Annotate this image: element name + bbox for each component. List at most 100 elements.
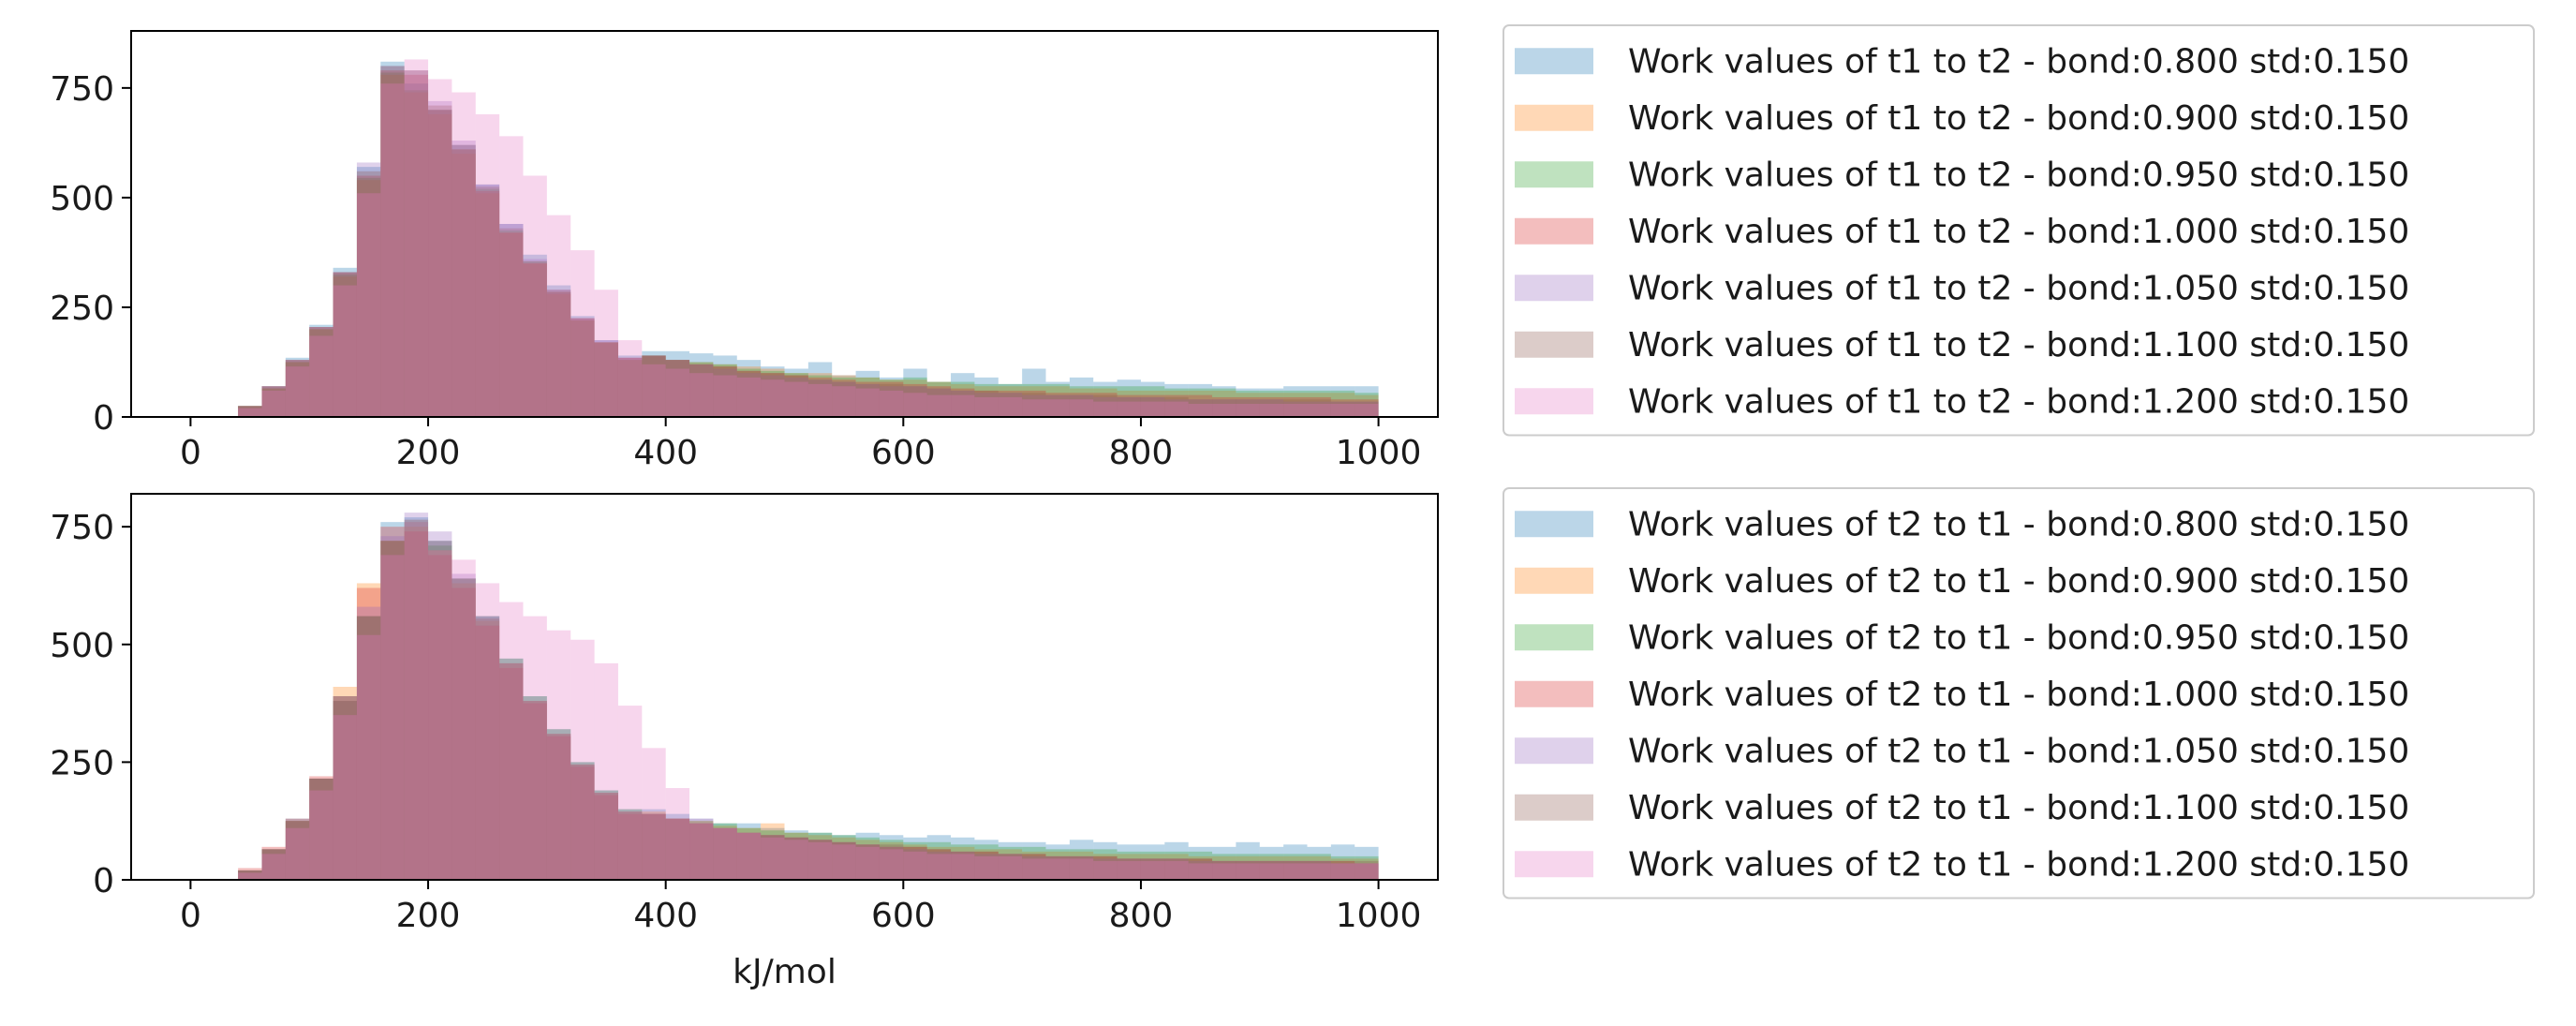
histogram-bar xyxy=(736,832,762,880)
histogram-bar xyxy=(784,837,808,880)
histogram-bar xyxy=(761,837,785,880)
histogram-bar xyxy=(1259,393,1284,417)
histogram-bar xyxy=(1093,381,1118,417)
histogram-bar xyxy=(261,846,286,880)
histogram-bar xyxy=(951,390,975,417)
histogram-bar xyxy=(1355,860,1379,880)
histogram-bar xyxy=(879,835,904,880)
histogram-bar xyxy=(546,215,571,417)
histogram-bar xyxy=(855,381,880,417)
histogram-bar xyxy=(594,793,618,880)
histogram-bar xyxy=(951,854,975,880)
histogram-bar xyxy=(380,66,405,418)
histogram-bar xyxy=(855,846,880,880)
histogram-bar xyxy=(1117,390,1141,417)
histogram-bar xyxy=(926,388,952,417)
histogram-bar xyxy=(1330,401,1355,417)
histogram-bar xyxy=(713,368,737,417)
histogram-bar xyxy=(285,821,310,880)
histogram-bar xyxy=(855,837,880,880)
histogram-bar xyxy=(238,406,262,417)
histogram-bar xyxy=(309,778,333,880)
histogram-bar xyxy=(1022,855,1046,880)
histogram-bar xyxy=(523,263,547,417)
legend-item: Work values of t2 to t1 - bond:0.900 std… xyxy=(1515,562,2409,601)
histogram-bar xyxy=(1045,381,1070,417)
histogram-bar xyxy=(523,254,547,417)
histogram-bar xyxy=(1140,390,1165,417)
histogram-bar xyxy=(1140,386,1165,417)
histogram-bar xyxy=(309,324,333,417)
histogram-bar xyxy=(617,357,643,417)
histogram-bar xyxy=(807,840,833,880)
histogram-bar xyxy=(475,583,500,880)
histogram-bar xyxy=(1188,403,1213,417)
histogram-bar xyxy=(1022,383,1046,417)
histogram-bar xyxy=(1140,860,1165,880)
histogram-bar xyxy=(1117,851,1141,880)
legend-label: Work values of t1 to t2 - bond:0.900 std… xyxy=(1628,99,2409,138)
series-4 xyxy=(238,527,1379,880)
histogram-bar xyxy=(1188,863,1213,880)
histogram-bar xyxy=(1045,858,1070,880)
histogram-bar xyxy=(380,541,405,880)
histogram-bar xyxy=(499,602,524,880)
histogram-bar xyxy=(475,618,500,880)
histogram-bar xyxy=(617,355,643,417)
histogram-bar xyxy=(903,849,927,880)
histogram-bar xyxy=(1164,860,1189,880)
histogram-bar xyxy=(1212,396,1236,417)
histogram-bar xyxy=(428,110,452,417)
histogram-bar xyxy=(285,360,310,417)
histogram-bar xyxy=(1236,841,1260,880)
histogram-bar xyxy=(1259,846,1284,880)
histogram-bar xyxy=(356,616,381,880)
histogram-bar xyxy=(1093,849,1118,880)
histogram-bar xyxy=(1045,855,1070,880)
histogram-bar xyxy=(736,373,762,417)
histogram-bar xyxy=(951,394,975,417)
histogram-bar xyxy=(998,849,1023,880)
histogram-bar xyxy=(974,855,999,880)
histogram-bar xyxy=(1069,851,1094,880)
legend-label: Work values of t2 to t1 - bond:1.100 std… xyxy=(1628,789,2409,827)
histogram-bar xyxy=(1117,860,1141,880)
series-4 xyxy=(238,70,1379,418)
histogram-bar xyxy=(617,360,643,417)
series-2 xyxy=(238,527,1379,880)
histogram-bar xyxy=(1330,863,1355,880)
histogram-bar xyxy=(404,70,429,418)
histogram-bar xyxy=(238,406,262,417)
histogram-bar xyxy=(1140,401,1165,417)
histogram-bar xyxy=(404,519,429,880)
histogram-bar xyxy=(832,381,856,417)
histogram-bar xyxy=(642,355,666,417)
histogram-bar xyxy=(784,840,808,880)
histogram-bar xyxy=(499,662,524,880)
histogram-bar xyxy=(428,545,452,880)
histogram-bar xyxy=(832,844,856,880)
histogram-bar xyxy=(832,377,856,417)
histogram-bar xyxy=(1283,396,1308,417)
histogram-bar xyxy=(1140,858,1165,880)
histogram-bar xyxy=(1117,394,1141,417)
histogram-bar xyxy=(356,616,381,880)
histogram-bar xyxy=(713,823,737,880)
histogram-bar xyxy=(665,360,690,417)
histogram-bar xyxy=(998,855,1023,880)
histogram-bar xyxy=(1212,855,1236,880)
histogram-bar xyxy=(1117,858,1141,880)
histogram-bar xyxy=(713,375,737,417)
histogram-bar xyxy=(617,813,643,880)
histogram-bar xyxy=(1117,858,1141,880)
histogram-bar xyxy=(665,788,690,880)
histogram-bar xyxy=(1307,390,1331,417)
histogram-bar xyxy=(404,522,429,880)
histogram-bar xyxy=(356,583,381,880)
histogram-bar xyxy=(736,823,762,880)
histogram-bar xyxy=(1283,863,1308,880)
histogram-bar xyxy=(1140,854,1165,880)
histogram-bar xyxy=(689,823,714,880)
histogram-bar xyxy=(475,625,500,880)
histogram-bar xyxy=(1212,863,1236,880)
